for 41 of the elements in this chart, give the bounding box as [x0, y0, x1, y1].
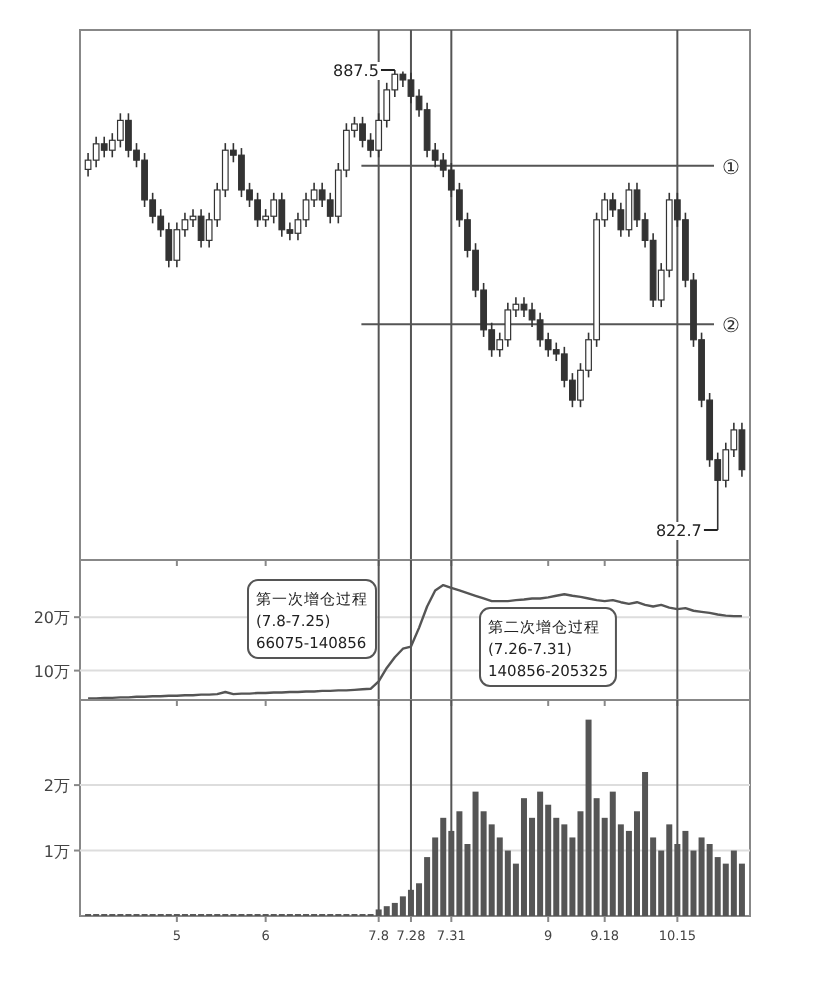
bar	[698, 837, 705, 916]
candlestick	[100, 135, 108, 159]
bar	[730, 850, 737, 916]
ref-line-label: ②	[722, 316, 740, 339]
bar	[706, 844, 713, 916]
bar	[440, 817, 447, 916]
y-tick-label: 2万	[43, 777, 70, 796]
y-tick-label: 1万	[43, 842, 70, 861]
candlestick	[197, 208, 205, 249]
candlestick	[278, 192, 286, 238]
candlestick	[423, 101, 431, 159]
candlestick	[173, 221, 181, 269]
y-tick-label: 20万	[33, 609, 70, 628]
bar	[585, 719, 592, 916]
candlestick	[254, 192, 261, 228]
bar	[666, 824, 673, 916]
bar	[609, 791, 616, 916]
bar	[391, 902, 398, 916]
candlestick	[738, 422, 746, 478]
bar	[642, 772, 649, 916]
bar	[472, 791, 479, 916]
bar	[520, 798, 527, 916]
bar	[399, 896, 406, 916]
bar	[682, 830, 689, 916]
candlestick	[407, 72, 415, 105]
ref-line-label: ①	[722, 157, 740, 180]
bar	[383, 906, 390, 916]
y-tick-label: 10万	[33, 662, 70, 681]
candlestick	[116, 112, 124, 149]
candlestick	[520, 296, 528, 318]
annotation: 887.5	[333, 62, 379, 80]
bar	[456, 811, 463, 916]
candlestick	[359, 116, 366, 149]
candlestick	[238, 147, 245, 198]
bar	[537, 791, 544, 916]
candlestick	[92, 135, 100, 169]
annotation: 822.7	[655, 522, 702, 540]
candlestick	[270, 192, 278, 225]
bar	[561, 824, 568, 916]
candlestick	[625, 182, 633, 238]
candlestick	[125, 112, 132, 159]
